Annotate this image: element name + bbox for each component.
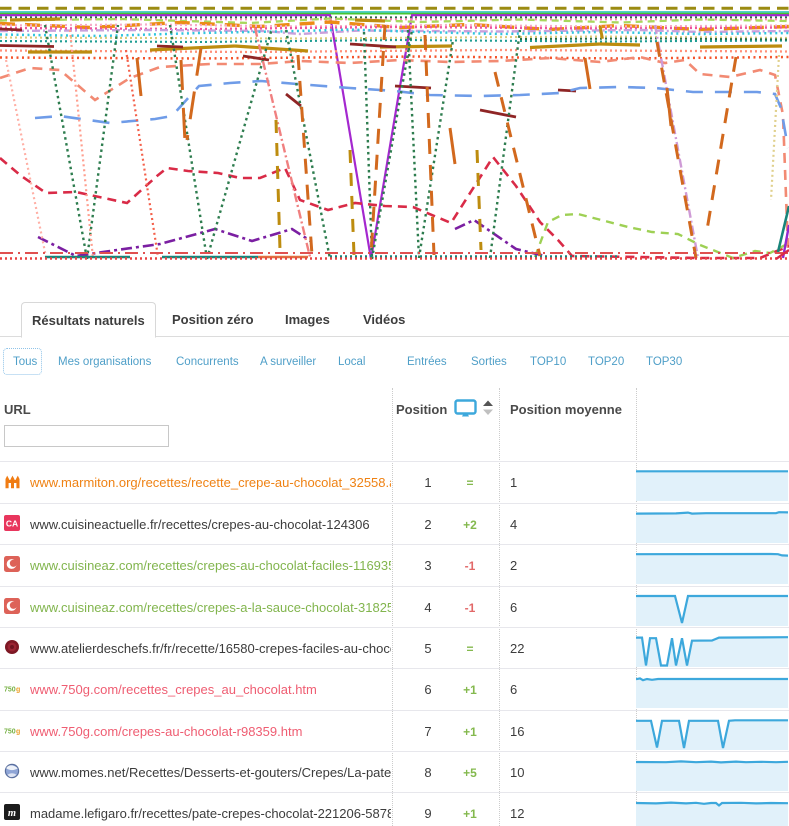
svg-text:g: g (16, 687, 20, 694)
svg-text:750: 750 (4, 728, 16, 735)
svg-text:CA: CA (6, 518, 18, 528)
svg-text:750: 750 (4, 687, 16, 694)
svg-text:m: m (8, 808, 16, 819)
svg-text:g: g (16, 728, 20, 735)
